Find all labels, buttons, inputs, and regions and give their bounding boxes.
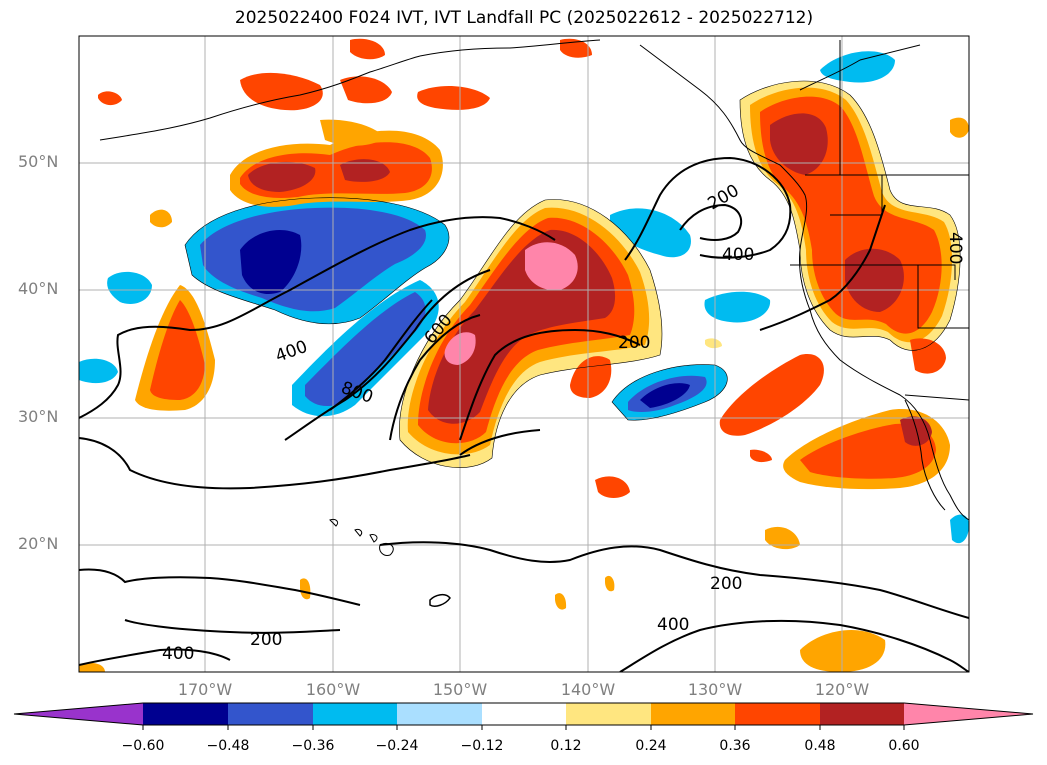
contour-label: 200 — [705, 181, 743, 215]
colorbar-segment — [651, 703, 735, 725]
neg-anomaly-se — [950, 514, 969, 544]
plot-frame — [78, 35, 970, 673]
lat-label: 20°N — [18, 534, 59, 553]
neg-anomaly-north — [185, 197, 449, 324]
map-title: 2025022400 F024 IVT, IVT Landfall PC (20… — [234, 8, 814, 28]
shading-layer — [79, 36, 969, 672]
lat-label: 50°N — [18, 152, 59, 171]
lon-label: 120°W — [814, 680, 870, 699]
colorbar-tick-label: −0.60 — [121, 738, 165, 754]
colorbar-segment — [228, 703, 313, 725]
contour-label: 400 — [162, 644, 194, 664]
coastlines — [99, 39, 969, 556]
colorbar-segment — [397, 703, 482, 725]
contour-label: 400 — [273, 337, 310, 367]
colorbar — [13, 702, 1034, 730]
colorbar-segment — [566, 703, 651, 725]
lon-label: 130°W — [687, 680, 743, 699]
pos-anomaly-west — [79, 91, 969, 672]
shading-outlines — [184, 80, 961, 468]
colorbar-tick-label: −0.12 — [460, 738, 504, 754]
pos-anomaly-plume — [399, 199, 662, 468]
lon-label: 170°W — [177, 680, 233, 699]
pos-anomaly-north — [230, 38, 592, 207]
lat-label: 40°N — [18, 279, 59, 298]
lon-label: 150°W — [432, 680, 488, 699]
neg-anomaly-nw-coast — [820, 51, 895, 83]
contour-label: 400 — [945, 232, 965, 264]
colorbar-segment — [735, 703, 820, 725]
lon-label: 140°W — [560, 680, 616, 699]
ivt-contours — [79, 156, 969, 672]
lat-label: 30°N — [18, 407, 59, 426]
neg-anomaly-band — [292, 280, 439, 417]
colorbar-tick-label: −0.48 — [206, 738, 250, 754]
neg-anomaly-edge — [79, 358, 118, 384]
colorbar-tick-label: 0.60 — [888, 738, 920, 754]
neg-anomaly-mid — [704, 291, 771, 323]
contour-label: 200 — [618, 333, 650, 353]
colorbar-extend-right — [904, 703, 1033, 725]
neg-anomaly-south — [612, 364, 728, 421]
contour-label: 400 — [657, 615, 689, 635]
colorbar-segment — [313, 703, 397, 725]
contour-label: 400 — [722, 245, 754, 265]
neg-anomaly-east — [610, 208, 691, 258]
colorbar-tick-label: 0.48 — [804, 738, 836, 754]
colorbar-segment — [482, 703, 566, 725]
colorbar-extend-left — [14, 703, 143, 725]
colorbar-segment — [143, 703, 228, 725]
graticule — [79, 36, 969, 672]
colorbar-tick-label: 0.36 — [719, 738, 751, 754]
colorbar-tick-label: 0.24 — [635, 738, 667, 754]
lon-label: 160°W — [305, 680, 361, 699]
contour-label: 200 — [250, 630, 282, 650]
contour-label: 200 — [710, 574, 742, 594]
colorbar-tick-label: 0.12 — [550, 738, 582, 754]
neg-anomaly-west — [107, 271, 152, 305]
colorbar-tick-label: −0.36 — [291, 738, 335, 754]
colorbar-segment — [820, 703, 904, 725]
colorbar-tick-label: −0.24 — [375, 738, 419, 754]
